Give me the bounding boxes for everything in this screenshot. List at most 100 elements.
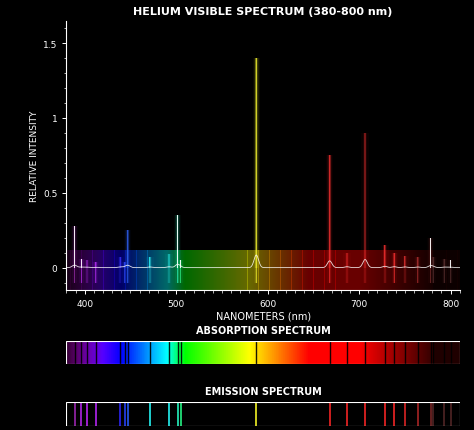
Bar (118, 250, 119, 290)
Bar (68, 341, 69, 364)
Bar (270, 341, 271, 364)
Bar (319, 250, 320, 290)
Bar (175, 216, 180, 268)
Bar (294, 250, 295, 290)
Bar (426, 250, 427, 290)
Bar (300, 250, 301, 290)
Bar (95, 250, 96, 290)
Bar (329, 268, 330, 283)
Bar (97, 341, 98, 364)
Bar (354, 250, 355, 290)
Bar (393, 268, 395, 283)
Bar (245, 341, 246, 364)
Bar (153, 341, 154, 364)
Bar (347, 250, 348, 290)
Bar (116, 250, 117, 290)
Title: HELIUM VISIBLE SPECTRUM (380-800 nm): HELIUM VISIBLE SPECTRUM (380-800 nm) (133, 6, 393, 17)
Bar (120, 341, 121, 364)
Bar (255, 250, 257, 290)
Bar (362, 341, 363, 364)
Bar (168, 250, 169, 290)
Bar (448, 261, 453, 268)
Bar (428, 238, 433, 268)
Bar (141, 341, 142, 364)
Bar (204, 250, 205, 290)
Bar (329, 268, 330, 283)
Bar (432, 250, 433, 290)
Bar (254, 59, 259, 268)
Bar (430, 250, 431, 290)
Bar (328, 250, 329, 290)
Bar (236, 341, 237, 364)
Bar (257, 341, 258, 364)
Bar (199, 250, 200, 290)
Bar (169, 250, 170, 290)
Bar (177, 216, 178, 268)
Bar (321, 250, 322, 290)
Bar (180, 261, 182, 268)
Bar (354, 341, 355, 364)
Bar (450, 261, 451, 268)
Bar (418, 250, 419, 290)
Bar (81, 259, 82, 268)
Bar (167, 250, 168, 290)
Bar (370, 250, 371, 290)
Bar (222, 250, 223, 290)
Bar (117, 258, 124, 268)
Bar (168, 268, 170, 283)
Bar (453, 341, 454, 364)
Bar (405, 250, 406, 290)
Bar (210, 341, 211, 364)
Bar (149, 258, 150, 268)
Bar (317, 250, 318, 290)
Bar (447, 261, 454, 268)
Bar (368, 250, 369, 290)
Bar (104, 250, 105, 290)
Bar (296, 250, 297, 290)
Bar (458, 250, 459, 290)
Bar (391, 253, 398, 268)
Bar (229, 341, 230, 364)
Bar (333, 341, 334, 364)
Bar (294, 341, 295, 364)
Bar (187, 341, 188, 364)
Bar (206, 250, 207, 290)
Bar (201, 250, 202, 290)
Bar (357, 250, 358, 290)
Bar (134, 250, 135, 290)
Bar (67, 250, 68, 290)
Bar (66, 341, 67, 364)
Bar (451, 250, 452, 290)
Bar (312, 341, 313, 364)
Bar (159, 250, 160, 290)
Bar (128, 250, 129, 290)
Bar (364, 250, 365, 290)
Bar (263, 341, 264, 364)
Bar (74, 268, 75, 283)
Bar (247, 250, 248, 290)
Bar (128, 341, 129, 364)
Bar (190, 250, 191, 290)
Bar (72, 226, 77, 268)
Bar (363, 250, 364, 290)
Bar (139, 341, 140, 364)
Bar (351, 250, 352, 290)
Bar (81, 268, 82, 283)
Bar (310, 341, 311, 364)
Bar (122, 250, 123, 290)
Bar (437, 250, 438, 290)
Bar (215, 250, 216, 290)
Bar (380, 250, 381, 290)
Bar (171, 250, 173, 290)
Bar (339, 250, 340, 290)
Bar (421, 250, 422, 290)
Bar (146, 250, 147, 290)
Bar (98, 341, 99, 364)
Bar (232, 341, 233, 364)
Bar (380, 341, 381, 364)
Bar (408, 341, 409, 364)
Bar (264, 250, 265, 290)
Bar (429, 250, 430, 290)
Bar (135, 250, 136, 290)
Bar (277, 341, 278, 364)
